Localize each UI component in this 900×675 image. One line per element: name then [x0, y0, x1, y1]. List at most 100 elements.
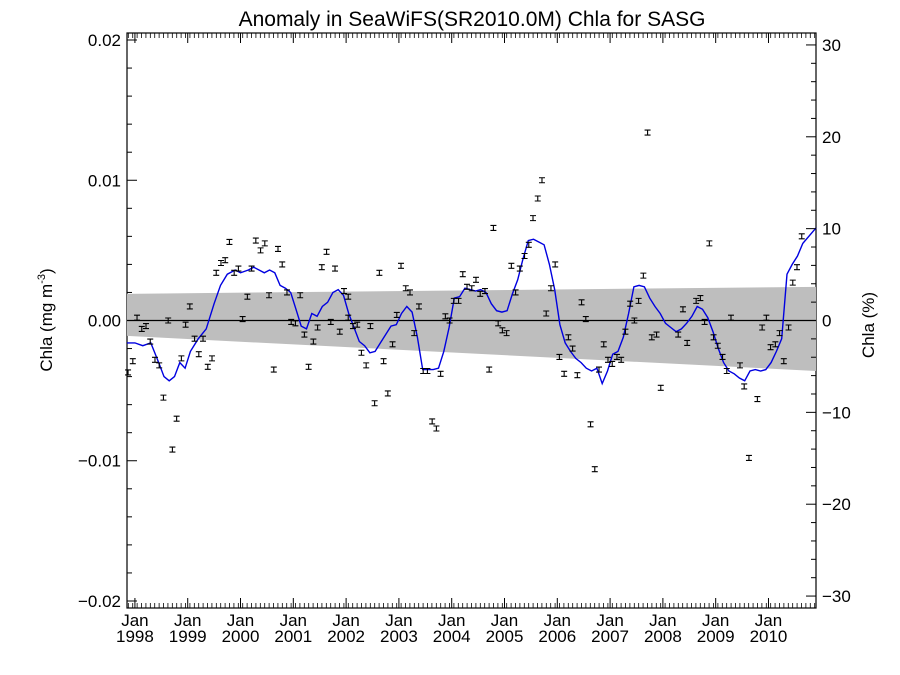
error-bar [772, 341, 779, 348]
error-bar [481, 287, 488, 295]
data-point [305, 363, 312, 370]
error-bar [472, 276, 479, 283]
error-bar [398, 262, 405, 269]
data-point [512, 289, 519, 296]
data-point [640, 272, 647, 279]
y-left-tick-label: −0.01 [78, 452, 121, 471]
data-point [279, 261, 286, 268]
error-bar [697, 295, 704, 302]
error-bar [648, 334, 655, 341]
error-bar [754, 395, 761, 403]
x-tick-year-label: 2007 [591, 627, 629, 646]
error-bar [389, 341, 396, 348]
data-point [283, 289, 290, 296]
data-point [701, 318, 708, 325]
axis-ticks [127, 33, 816, 608]
error-bar [710, 334, 717, 341]
data-point [525, 241, 532, 248]
data-point [754, 395, 761, 403]
data-point [217, 259, 224, 267]
data-point [301, 331, 308, 338]
data-point [367, 323, 374, 330]
error-bar [644, 129, 651, 136]
error-bar [596, 366, 603, 373]
data-point [727, 314, 734, 321]
error-bar [305, 363, 312, 370]
y-left-tick-label: 0.02 [88, 31, 121, 50]
error-bar [151, 356, 158, 363]
error-bar [376, 269, 383, 276]
data-point [314, 324, 321, 331]
data-point [209, 355, 216, 362]
data-point [693, 297, 700, 304]
data-point [244, 293, 251, 300]
data-point [745, 454, 752, 461]
error-bar [143, 323, 150, 330]
y-right-tick-label: 10 [822, 220, 841, 239]
error-bar [618, 356, 625, 363]
data-point [763, 314, 770, 321]
error-bar [288, 318, 295, 325]
error-bar [798, 233, 805, 240]
right-axis-labels: 30 20 10 0 −10 −20 −30 [822, 36, 851, 606]
data-point [248, 265, 255, 272]
error-bar [495, 320, 502, 327]
data-point [776, 330, 783, 337]
data-point [547, 285, 554, 292]
data-point [231, 269, 238, 276]
error-bar [785, 324, 792, 331]
error-bar [530, 215, 537, 222]
x-tick-month-label: Jan [227, 611, 254, 630]
error-bar [622, 328, 629, 335]
data-point [332, 265, 339, 272]
data-point [340, 287, 347, 295]
data-point [574, 372, 581, 379]
error-bar [561, 370, 568, 377]
data-point [429, 418, 436, 425]
error-bar [780, 358, 787, 365]
data-point [398, 262, 405, 269]
error-bar [741, 383, 748, 390]
x-tick-year-label: 2003 [380, 627, 418, 646]
error-bar [178, 355, 185, 362]
data-point [173, 415, 180, 422]
data-point [714, 342, 721, 349]
x-axis-labels: Jan1998Jan1999Jan2000Jan2001Jan2002Jan20… [116, 611, 787, 646]
data-point [363, 362, 370, 369]
y-left-tick-label: 0.00 [88, 312, 121, 331]
y-axis-right-label: Chla (%) [859, 292, 878, 358]
data-point [543, 310, 550, 317]
error-bar [653, 331, 660, 338]
data-point [644, 129, 651, 136]
x-tick-year-label: 2005 [486, 627, 524, 646]
error-bar [429, 418, 436, 425]
error-bar [604, 356, 611, 363]
data-point [508, 262, 515, 269]
error-bar [534, 195, 541, 202]
data-point [182, 321, 189, 328]
error-bar [283, 289, 290, 296]
error-bar [239, 316, 246, 323]
x-tick-year-label: 2002 [327, 627, 365, 646]
error-bar [393, 311, 400, 318]
data-point [516, 265, 523, 272]
error-bar [270, 366, 277, 373]
error-bar [789, 279, 796, 286]
data-point [495, 320, 502, 327]
data-point [556, 353, 563, 361]
data-point [627, 300, 634, 307]
error-bar [657, 384, 664, 391]
error-bar [297, 292, 304, 299]
data-point [503, 330, 510, 337]
error-bar [384, 390, 391, 397]
data-point [591, 466, 598, 473]
x-tick-month-label: Jan [491, 611, 518, 630]
x-tick-month-label: Jan [702, 611, 729, 630]
error-bar [367, 323, 374, 330]
data-point [380, 358, 387, 365]
x-tick-year-label: 2009 [697, 627, 735, 646]
data-point [490, 224, 497, 231]
error-bar [727, 314, 734, 321]
data-point [780, 358, 787, 365]
